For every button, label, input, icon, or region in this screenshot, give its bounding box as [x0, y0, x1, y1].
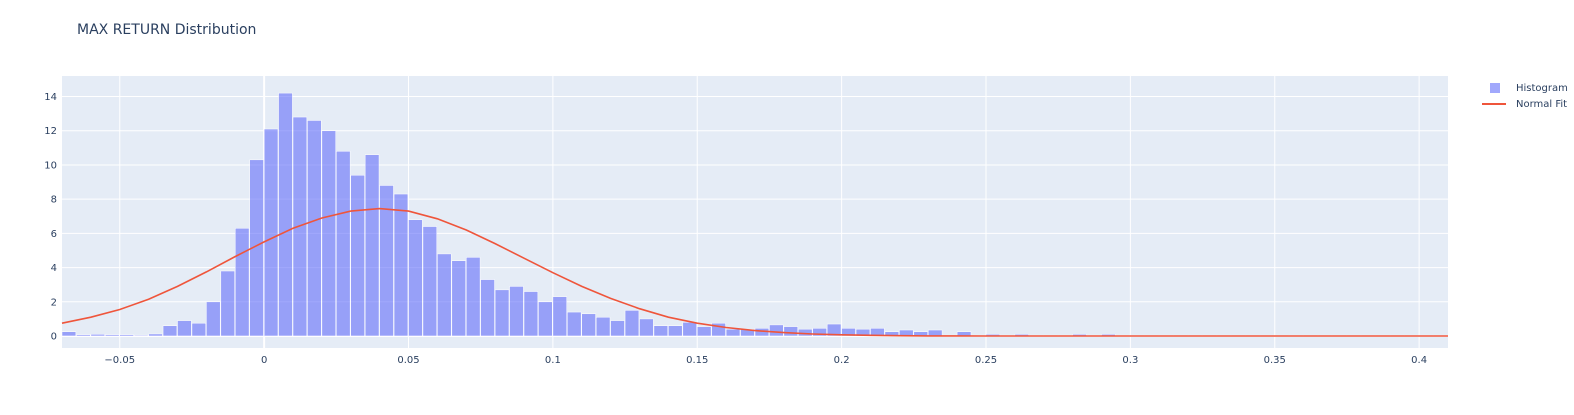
histogram-bar [610, 320, 625, 337]
histogram-bar [206, 301, 221, 337]
histogram-bar [581, 313, 596, 337]
histogram-bar [855, 328, 871, 337]
histogram-bar [350, 174, 365, 337]
normal-fit-layer [61, 207, 1448, 337]
histogram-bar [263, 128, 279, 337]
histogram-bar [538, 301, 553, 337]
histogram-bar [133, 334, 149, 337]
histogram-bar [393, 193, 409, 337]
legend-label-histogram: Histogram [1516, 82, 1568, 94]
histogram-bar [321, 130, 336, 337]
histogram-bar [826, 323, 842, 337]
x-tick-label: 0.25 [975, 355, 997, 366]
y-tick-label: 14 [44, 92, 57, 103]
y-tick-label: 12 [44, 126, 57, 137]
histogram-bar [364, 154, 380, 337]
legend-swatch-histogram [1482, 80, 1510, 96]
histogram-bar [105, 334, 120, 337]
histogram-bar [552, 296, 567, 337]
histogram-bar [509, 286, 524, 337]
histogram-bar [76, 334, 91, 337]
histogram-bar [494, 289, 510, 337]
histogram-bar [725, 328, 741, 337]
histogram-bar [307, 120, 322, 337]
histogram-bar [422, 226, 438, 337]
histogram-bar [480, 279, 495, 337]
legend-item-normal-fit[interactable]: Normal Fit [1482, 96, 1568, 112]
histogram-bar [119, 334, 134, 337]
y-axis-ticks: 0 2 4 6 8 10 12 14 [44, 92, 57, 342]
histogram-bar [148, 333, 163, 337]
y-tick-label: 10 [44, 160, 57, 171]
histogram-bar [841, 328, 856, 337]
y-tick-label: 6 [51, 229, 57, 240]
x-axis-ticks: −0.05 0 0.05 0.1 0.15 0.2 0.25 0.3 0.35 0.4 [104, 355, 1427, 366]
histogram-bar [769, 324, 784, 337]
y-tick-label: 2 [51, 297, 57, 308]
histogram-bar [567, 311, 582, 337]
histogram-bar [162, 325, 178, 337]
histogram-bar [90, 334, 105, 337]
histogram-bar [235, 228, 250, 337]
histogram-bar [177, 320, 192, 337]
histogram-bar [783, 326, 798, 337]
histogram-bar [249, 159, 264, 337]
histogram-bar [523, 291, 539, 337]
histogram-bar [682, 322, 697, 337]
y-tick-label: 8 [51, 195, 57, 206]
histogram-bar [812, 328, 827, 337]
histogram-bar [697, 326, 712, 337]
histogram-bar [278, 92, 293, 337]
histogram-bar [595, 316, 611, 337]
histogram-bar [639, 318, 654, 337]
histogram-bar [220, 270, 235, 337]
legend-label-normal-fit: Normal Fit [1516, 98, 1568, 110]
x-tick-label: −0.05 [104, 355, 135, 366]
x-tick-label: 0.05 [397, 355, 419, 366]
x-tick-label: 0.35 [1264, 355, 1286, 366]
histogram-bar [466, 257, 481, 337]
x-tick-label: 0.1 [545, 355, 561, 366]
x-tick-label: 0.15 [686, 355, 708, 366]
x-tick-label: 0.3 [1122, 355, 1138, 366]
legend[interactable]: Histogram Normal Fit [1482, 80, 1568, 112]
histogram-bar [408, 219, 423, 337]
x-tick-label: 0.2 [834, 355, 850, 366]
y-tick-label: 0 [51, 332, 57, 343]
x-tick-label: 0.4 [1411, 355, 1427, 366]
histogram-bar [624, 310, 640, 337]
histogram-bar [61, 331, 77, 337]
histogram-bar [336, 151, 351, 337]
histogram-bar [191, 322, 207, 337]
normal-fit-line [61, 207, 1448, 337]
histogram-bar [437, 253, 452, 337]
histogram-bar [451, 260, 466, 337]
histogram-bar [379, 185, 394, 337]
y-tick-label: 4 [51, 263, 57, 274]
x-tick-label: 0 [261, 355, 267, 366]
chart-title: MAX RETURN Distribution [77, 22, 257, 38]
legend-swatch-normal-fit [1482, 96, 1510, 112]
legend-item-histogram[interactable]: Histogram [1482, 80, 1568, 96]
histogram-bar [653, 325, 669, 337]
histogram-bar [668, 325, 683, 337]
